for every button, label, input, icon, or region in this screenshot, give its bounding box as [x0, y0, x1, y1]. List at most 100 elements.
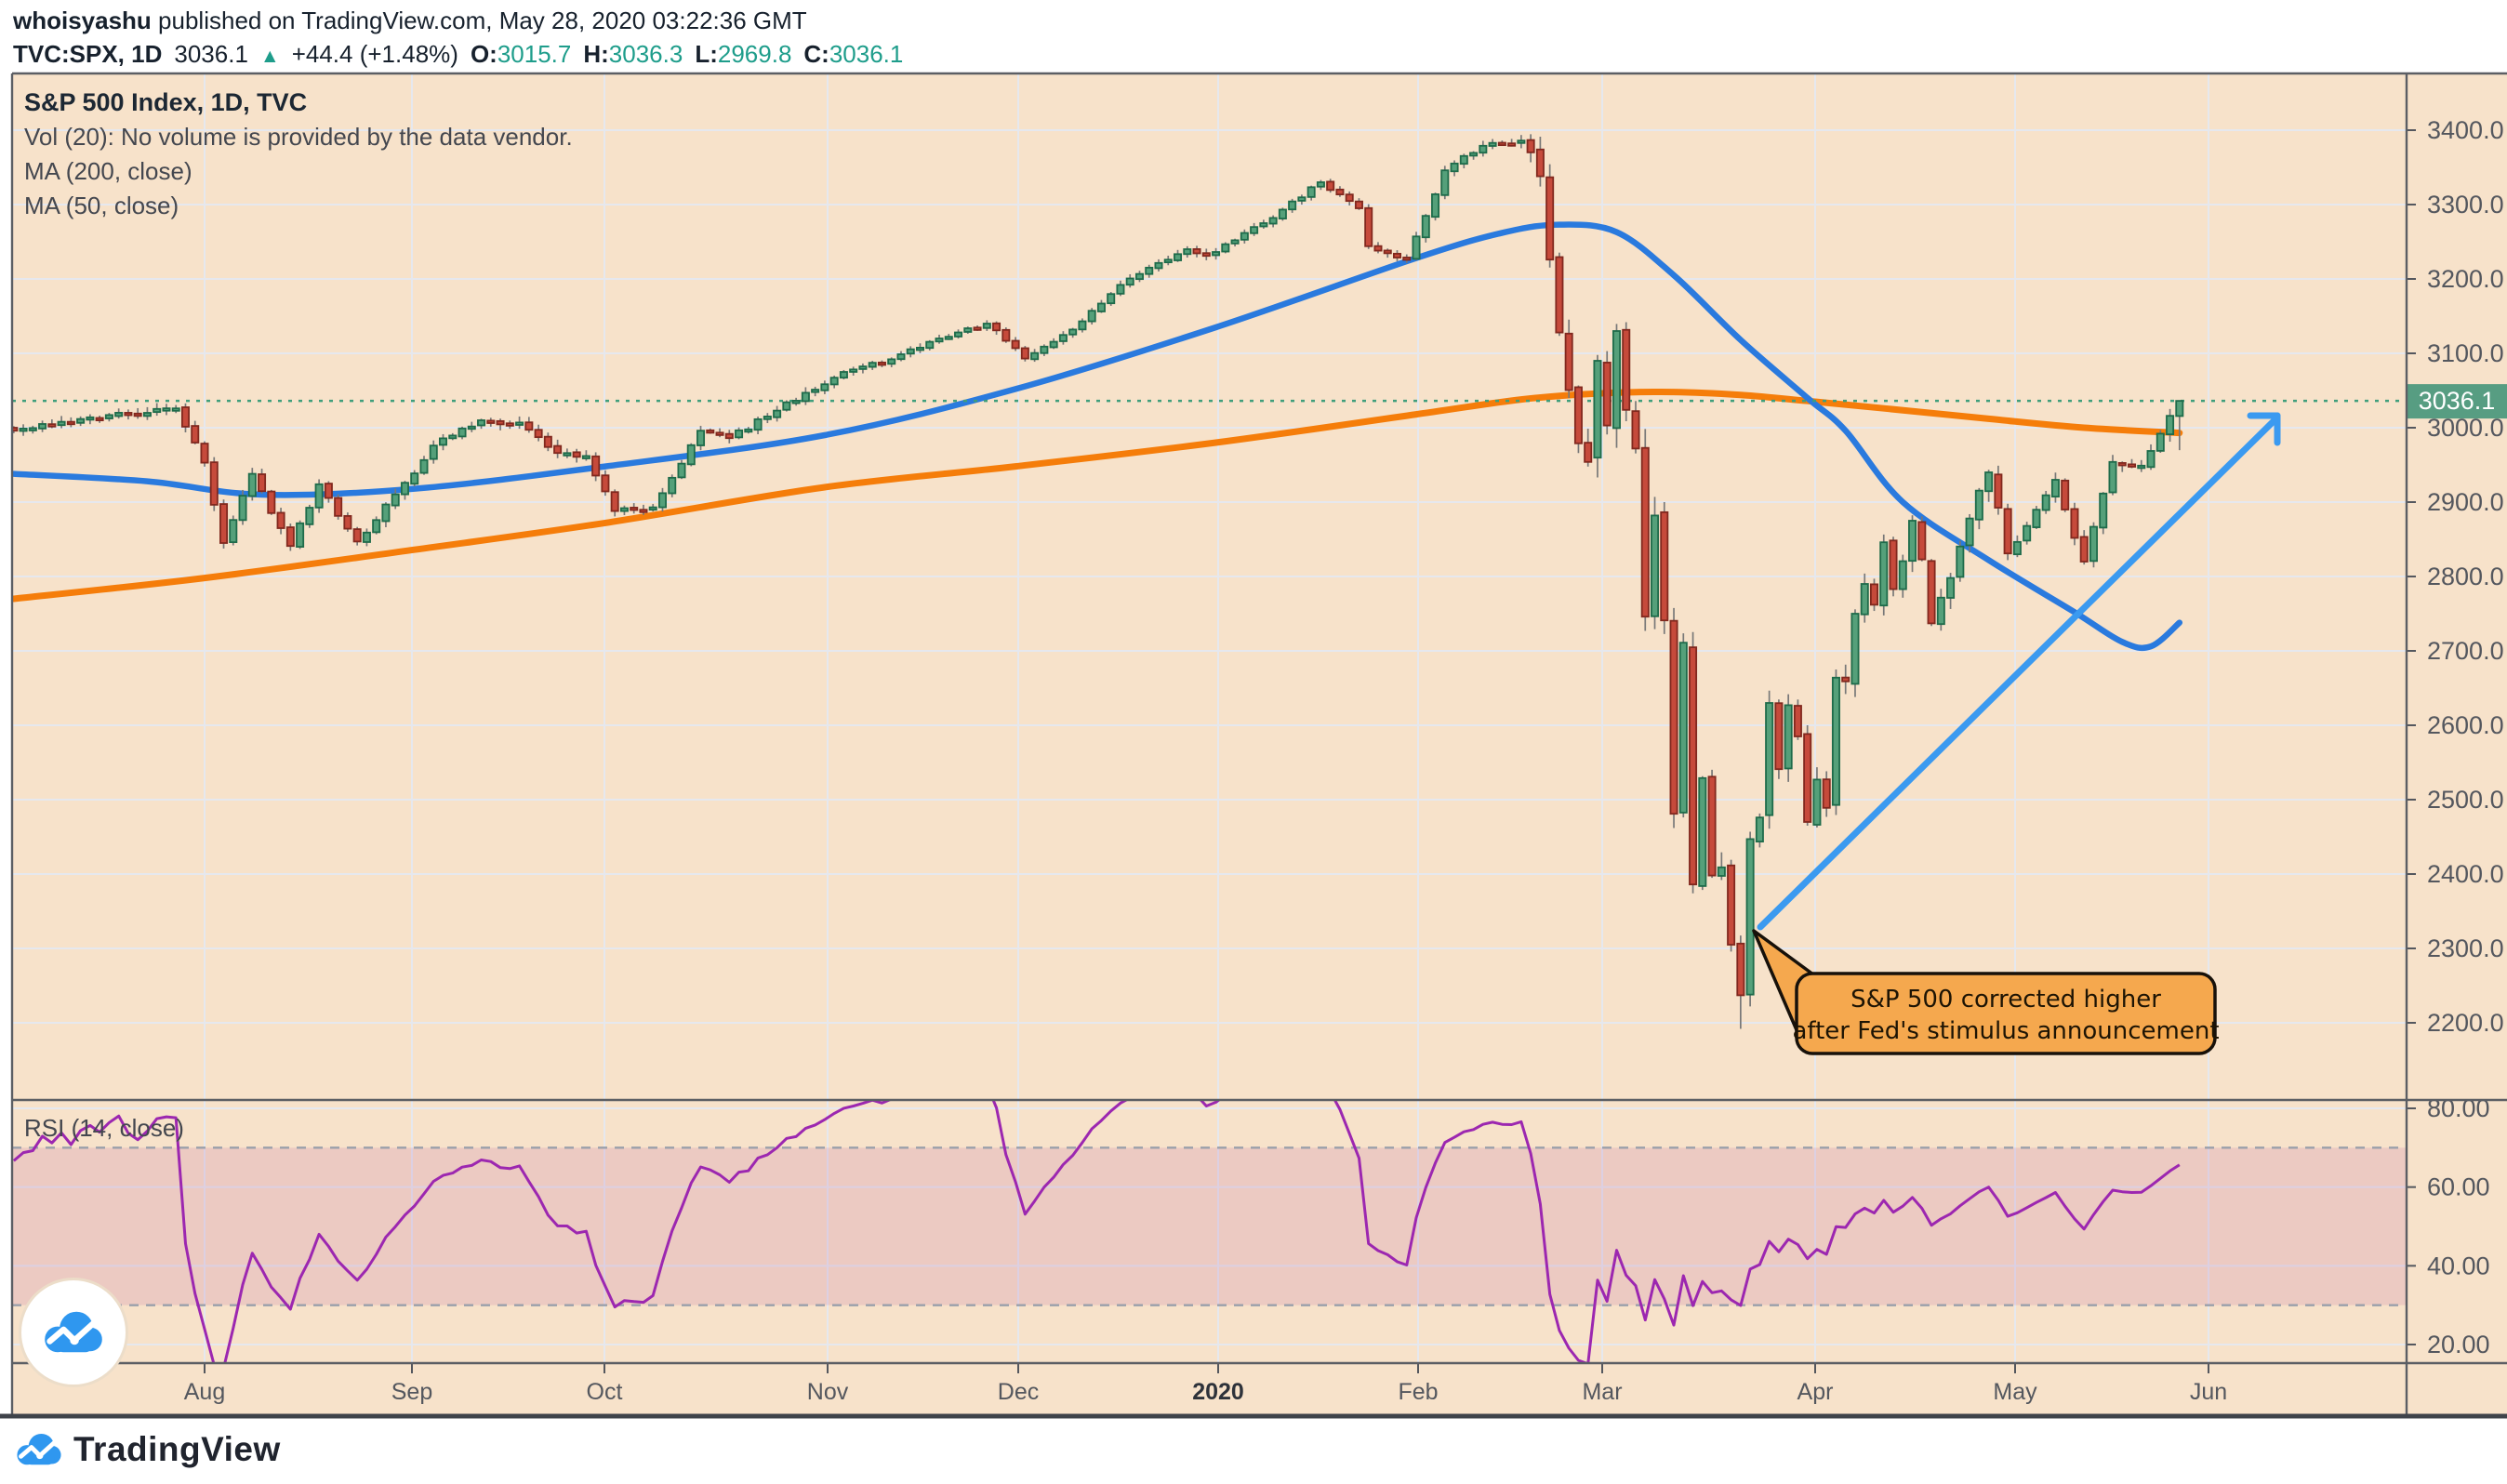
candle[interactable]	[219, 499, 229, 549]
candle[interactable]	[1689, 631, 1698, 894]
candle[interactable]	[811, 386, 820, 397]
candle[interactable]	[1440, 166, 1450, 200]
candle[interactable]	[1326, 179, 1335, 193]
candle[interactable]	[114, 408, 124, 419]
candle[interactable]	[438, 433, 447, 451]
candle[interactable]	[1096, 299, 1106, 313]
candle[interactable]	[887, 357, 896, 368]
candle[interactable]	[601, 470, 610, 497]
candle[interactable]	[28, 425, 37, 434]
candle[interactable]	[1631, 401, 1640, 454]
rsi-line[interactable]	[12, 1085, 2181, 1369]
trend-arrow[interactable]	[1757, 412, 2281, 931]
candle[interactable]	[1335, 186, 1345, 197]
candle[interactable]	[1526, 134, 1535, 163]
candle[interactable]	[963, 326, 973, 335]
candle[interactable]	[1078, 318, 1087, 333]
candle[interactable]	[1183, 245, 1192, 258]
candle[interactable]	[829, 375, 839, 389]
candle[interactable]	[1221, 242, 1230, 254]
candle[interactable]	[171, 404, 180, 414]
candle[interactable]	[1402, 254, 1412, 263]
candle[interactable]	[954, 329, 963, 339]
candle[interactable]	[1898, 554, 1907, 598]
candle[interactable]	[572, 448, 581, 463]
candle[interactable]	[639, 504, 648, 515]
candle[interactable]	[1965, 513, 1974, 553]
candle[interactable]	[1917, 516, 1927, 562]
candle[interactable]	[763, 413, 772, 424]
candle[interactable]	[180, 403, 190, 432]
candle[interactable]	[820, 380, 829, 394]
candle[interactable]	[2023, 522, 2032, 545]
candle[interactable]	[496, 418, 505, 431]
candle[interactable]	[1288, 198, 1297, 213]
candle[interactable]	[877, 360, 886, 367]
candle[interactable]	[505, 420, 514, 430]
candle[interactable]	[973, 325, 982, 331]
candle[interactable]	[1488, 139, 1497, 150]
candle[interactable]	[324, 481, 333, 503]
candle[interactable]	[1602, 351, 1612, 435]
candle[interactable]	[1250, 222, 1259, 236]
candle[interactable]	[1107, 292, 1116, 306]
candle[interactable]	[1383, 248, 1392, 258]
candle[interactable]	[1459, 153, 1468, 169]
candle[interactable]	[1145, 264, 1154, 278]
candle[interactable]	[515, 416, 524, 430]
price-tag[interactable]: 3036.1	[2408, 384, 2507, 419]
candle[interactable]	[124, 409, 133, 420]
candle[interactable]	[1049, 338, 1058, 350]
candle[interactable]	[2041, 490, 2050, 514]
candle[interactable]	[314, 479, 324, 513]
candle[interactable]	[1517, 135, 1526, 149]
candle[interactable]	[630, 503, 639, 514]
candle[interactable]	[906, 346, 915, 358]
candle[interactable]	[2061, 478, 2070, 512]
candle[interactable]	[2079, 530, 2089, 565]
candle[interactable]	[782, 400, 791, 412]
candle[interactable]	[1736, 935, 1745, 1029]
candle[interactable]	[668, 474, 677, 497]
candle[interactable]	[1268, 215, 1278, 228]
candle[interactable]	[153, 403, 162, 417]
candle[interactable]	[1354, 198, 1363, 210]
candle[interactable]	[1678, 633, 1688, 818]
candle[interactable]	[1450, 160, 1459, 177]
candle[interactable]	[343, 512, 352, 532]
candle[interactable]	[2108, 455, 2117, 496]
candle[interactable]	[744, 427, 753, 434]
candle[interactable]	[2166, 408, 2175, 443]
candle[interactable]	[2175, 400, 2184, 451]
candle[interactable]	[247, 468, 257, 501]
candle[interactable]	[982, 320, 991, 331]
candle[interactable]	[267, 489, 276, 515]
candle[interactable]	[1125, 273, 1134, 288]
rsi-axis[interactable]: 80.00 60.00 40.00 20.00	[2407, 1094, 2490, 1358]
candle[interactable]	[1573, 385, 1583, 454]
candle[interactable]	[1927, 559, 1936, 627]
candle[interactable]	[1278, 207, 1287, 221]
candle[interactable]	[696, 425, 706, 451]
candle[interactable]	[1364, 204, 1373, 249]
candle[interactable]	[1001, 327, 1011, 343]
candle[interactable]	[916, 343, 925, 353]
candle[interactable]	[1011, 337, 1020, 351]
candle[interactable]	[610, 489, 619, 517]
footer-logo[interactable]: TradingView	[15, 1430, 281, 1469]
candle[interactable]	[753, 417, 763, 434]
candle[interactable]	[563, 448, 572, 458]
candle[interactable]	[1020, 346, 1029, 362]
moving-averages[interactable]	[12, 221, 2183, 652]
candle[interactable]	[1908, 515, 1917, 573]
candle[interactable]	[1755, 813, 1764, 848]
candle[interactable]	[76, 416, 86, 427]
candle[interactable]	[849, 366, 858, 376]
candle[interactable]	[534, 424, 543, 442]
candle[interactable]	[1727, 859, 1736, 952]
candle[interactable]	[677, 459, 686, 480]
candle[interactable]	[1889, 537, 1898, 597]
candle[interactable]	[1192, 245, 1201, 258]
candle[interactable]	[2070, 502, 2079, 546]
candle[interactable]	[1212, 247, 1221, 260]
